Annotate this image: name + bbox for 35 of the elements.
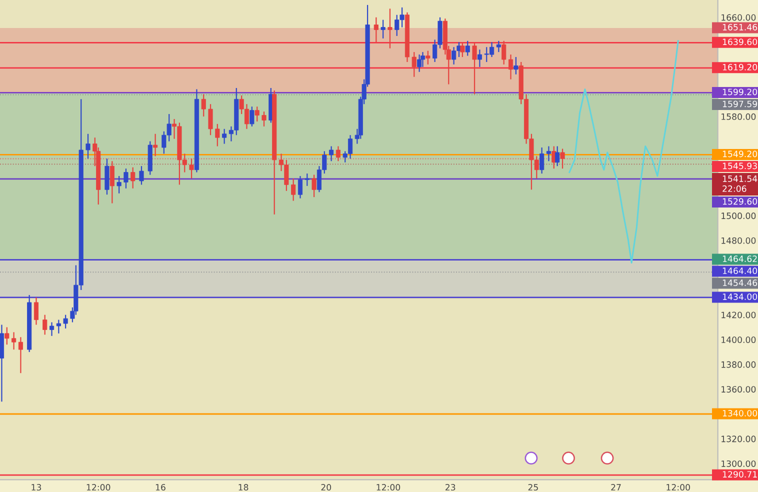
x-tick-label: 23 — [446, 484, 456, 491]
y-tick-label: 1480.00 — [722, 237, 756, 244]
y-tick-label: 1580.00 — [722, 113, 756, 120]
y-tick-label: 1660.00 — [722, 14, 756, 21]
x-tick-label: 12:00 — [86, 484, 110, 491]
ref-line-label: 1599.20 — [722, 88, 758, 96]
y-tick-label: 1400.00 — [722, 336, 756, 344]
ref-line-label: 1529.60 — [722, 198, 758, 205]
ref-line-label: 1549.20 — [722, 150, 758, 158]
ref-line-label: 1545.93 — [722, 162, 757, 170]
y-tick-label: 1300.00 — [722, 460, 756, 467]
band-label: 1651.46 — [722, 24, 758, 30]
ref-line-label: 1597.59 — [722, 100, 758, 108]
ref-line-label: 1619.20 — [722, 64, 758, 70]
y-tick-label: 1360.00 — [722, 386, 756, 393]
ref-line-label: 1639.60 — [722, 38, 758, 46]
band-label: 1464.62 — [722, 256, 757, 262]
x-tick-label: 25 — [528, 484, 538, 491]
x-tick-label: 12:00 — [376, 484, 400, 491]
y-tick-label: 1320.00 — [722, 436, 756, 442]
ref-line-label: 1464.40 — [722, 268, 758, 274]
ref-line-label: 1434.00 — [722, 293, 758, 300]
y-tick-label: 1380.00 — [722, 361, 756, 368]
x-tick-label: 27 — [611, 484, 621, 490]
ref-line-label: 1454.46 — [722, 280, 758, 286]
x-tick-label: 20 — [321, 484, 332, 491]
y-tick-label: 1420.00 — [722, 312, 756, 318]
y-tick-label: 1500.00 — [722, 212, 756, 220]
ref-line-label: 1340.00 — [722, 410, 758, 417]
x-tick-label: 12:00 — [666, 484, 690, 491]
x-tick-label: 13 — [32, 484, 42, 491]
ref-line-label: 1290.71 — [722, 471, 757, 478]
ref-line-label: 1541.54 22:06 — [722, 176, 758, 192]
x-tick-label: 16 — [156, 484, 166, 491]
x-tick-label: 18 — [238, 484, 248, 491]
